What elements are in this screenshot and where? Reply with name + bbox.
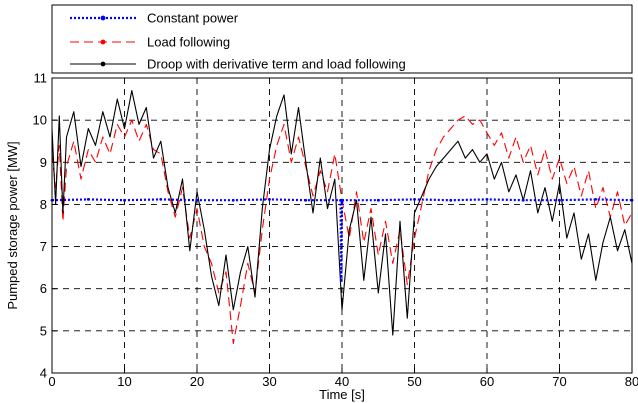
data-point <box>413 197 416 201</box>
data-point <box>594 197 598 201</box>
y-tick-label: 5 <box>40 323 47 338</box>
y-tick-label: 4 <box>40 366 47 381</box>
series-1 <box>51 115 633 345</box>
series-line <box>51 198 633 282</box>
data-point <box>86 197 90 201</box>
data-point <box>521 198 525 202</box>
tick-layer: 0 10 20 30 40 50 60 70 80 4 5 6 7 8 9 10 11 <box>33 71 638 390</box>
x-tick-label: 70 <box>552 374 566 389</box>
data-point <box>340 200 344 204</box>
x-axis-label: Time [s] <box>319 387 365 402</box>
data-point <box>341 198 345 202</box>
legend-entry: Load following <box>70 35 230 50</box>
data-point <box>449 198 453 202</box>
legend-label: Load following <box>147 35 230 50</box>
data-point <box>376 198 380 202</box>
legend-label: Constant power <box>147 11 239 26</box>
y-axis-label: Pumped storage power [MW] <box>5 141 20 309</box>
legend-entry: Constant power <box>70 11 239 26</box>
x-tick-label: 30 <box>262 374 276 389</box>
data-point <box>123 198 126 202</box>
series-0 <box>50 197 634 282</box>
y-tick-label: 9 <box>40 155 47 170</box>
data-point <box>268 197 271 201</box>
series-line <box>51 90 633 336</box>
y-tick-label: 6 <box>40 281 47 296</box>
data-point <box>304 198 308 202</box>
x-tick-label: 20 <box>190 374 204 389</box>
data-point <box>159 197 163 201</box>
legend-entry: Droop with derivative term and load foll… <box>70 57 406 72</box>
x-tick-label: 60 <box>480 374 494 389</box>
legend-box <box>51 4 633 74</box>
legend-marker <box>100 15 106 21</box>
legend-marker <box>100 39 106 45</box>
x-tick-label: 40 <box>335 374 349 389</box>
data-point <box>339 198 342 202</box>
plot-frame <box>51 77 633 374</box>
series-2 <box>51 90 633 336</box>
x-tick-label: 80 <box>625 374 638 389</box>
x-tick-label: 0 <box>48 374 55 389</box>
legend-marker <box>100 61 106 67</box>
series-line <box>51 115 633 345</box>
data-point <box>558 198 561 202</box>
data-point <box>485 197 489 201</box>
data-point <box>339 278 343 282</box>
x-tick-label: 50 <box>407 374 421 389</box>
legend: Constant power Load following Droop with d… <box>51 4 633 74</box>
y-tick-label: 11 <box>34 71 48 86</box>
series-layer <box>50 90 634 345</box>
legend-label: Droop with derivative term and load foll… <box>147 57 406 72</box>
y-tick-label: 8 <box>40 197 47 212</box>
data-point <box>231 198 235 202</box>
y-tick-label: 10 <box>33 113 47 128</box>
y-tick-label: 7 <box>40 239 47 254</box>
x-tick-label: 10 <box>117 374 131 389</box>
data-point <box>195 198 199 202</box>
